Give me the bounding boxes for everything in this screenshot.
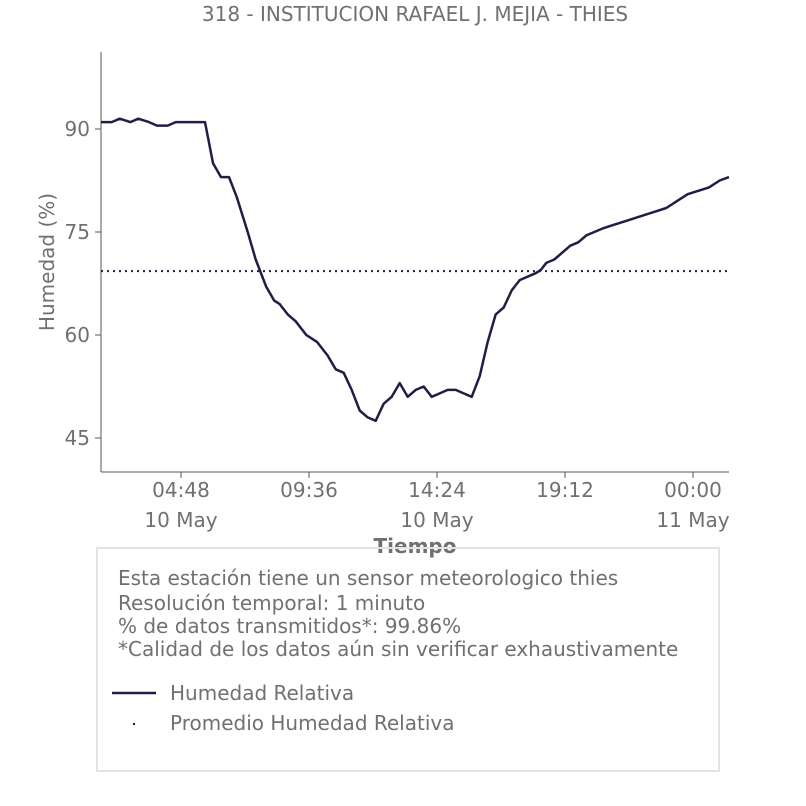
x-tick-time-label: 00:00 (664, 478, 722, 502)
x-tick-time-label: 14:24 (408, 478, 466, 502)
y-tick-label: 60 (65, 323, 90, 347)
x-tick-time-label: 04:48 (152, 478, 210, 502)
x-tick-date-label: 10 May (400, 508, 473, 532)
legend-label-promedio: Promedio Humedad Relativa (170, 711, 455, 735)
resolution-text: Resolución temporal: 1 minuto (118, 591, 426, 615)
legend-dot-icon (132, 722, 136, 726)
legend-solid-line-icon (112, 691, 156, 695)
info-legend-box: Esta estación tiene un sensor meteorolog… (96, 547, 720, 772)
humidity-series-line (101, 117, 730, 423)
chart-title: 318 - INSTITUCION RAFAEL J. MEJIA - THIE… (202, 2, 628, 26)
quality-note-text: *Calidad de los datos aún sin verificar … (118, 637, 679, 661)
x-tick-time-label: 19:12 (536, 478, 594, 502)
x-tick-time-label: 09:36 (280, 478, 338, 502)
y-tick-label: 45 (65, 426, 90, 450)
y-tick-label: 90 (65, 117, 90, 141)
x-tick-date-label: 11 May (656, 508, 729, 532)
station-info-text: Esta estación tiene un sensor meteorolog… (118, 566, 619, 590)
y-tick-label: 75 (65, 220, 90, 244)
x-tick-date-label: 10 May (144, 508, 217, 532)
y-axis-label: Humedad (%) (35, 193, 59, 331)
transmission-text: % de datos transmitidos*: 99.86% (118, 614, 462, 638)
chart-svg: 318 - INSTITUCION RAFAEL J. MEJIA - THIE… (35, 2, 730, 558)
legend-label-humedad: Humedad Relativa (170, 681, 355, 705)
x-axis-label: Tiempo (374, 534, 457, 558)
